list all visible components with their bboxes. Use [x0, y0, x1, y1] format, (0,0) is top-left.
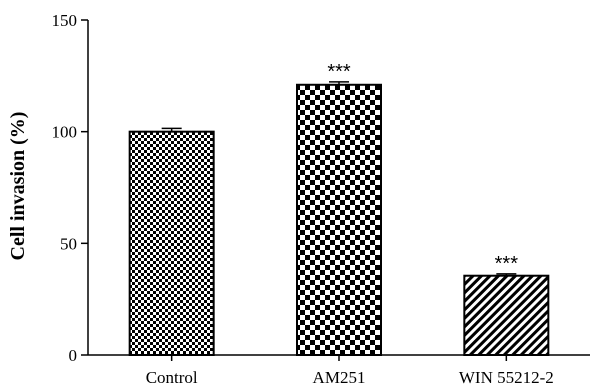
y-tick-label-0: 0	[69, 346, 78, 365]
x-tick-label-2: WIN 55212-2	[459, 368, 554, 387]
x-axis: Control AM251 WIN 55212-2	[88, 354, 590, 387]
significance-label-2: ***	[495, 253, 519, 275]
y-axis: 0 50 100 150	[52, 11, 89, 365]
y-tick-label-3: 150	[52, 11, 78, 30]
bar-0	[128, 130, 215, 356]
significance-label-1: ***	[327, 61, 351, 83]
bars: *** ***	[128, 61, 550, 357]
y-tick-label-2: 100	[52, 123, 78, 142]
bar-1	[296, 83, 382, 357]
y-tick-label-1: 50	[60, 234, 77, 253]
bar-2	[463, 274, 550, 357]
x-tick-label-0: Control	[146, 368, 198, 387]
y-axis-label: Cell invasion (%)	[7, 112, 29, 261]
x-tick-label-1: AM251	[313, 368, 366, 387]
